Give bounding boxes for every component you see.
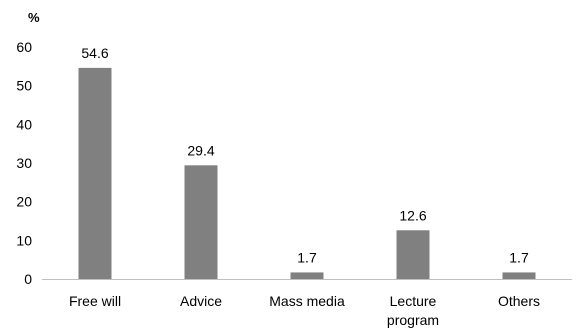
category-labels: Free will Advice Mass media Lecture program O… [69,293,540,328]
data-label: 54.6 [81,45,108,61]
y-axis-ticks: 0 10 20 30 40 50 60 [16,39,32,287]
x-category-label: Mass media [269,293,345,309]
bar [502,272,536,279]
y-tick-label: 10 [16,232,32,248]
x-category-label: Others [498,293,540,309]
bar [184,165,218,279]
data-label: 12.6 [399,207,426,223]
y-unit-label: % [28,10,40,25]
y-tick-label: 50 [16,78,32,94]
x-category-label: Advice [180,293,222,309]
data-label: 1.7 [509,249,529,265]
y-tick-label: 0 [24,271,32,287]
x-category-label: Free will [69,293,121,309]
bar [290,272,324,279]
data-labels: 54.6 29.4 1.7 12.6 1.7 [81,45,529,266]
x-category-label: Lecture [390,293,437,309]
bar [396,230,430,279]
x-category-label: program [387,312,439,328]
bars [78,67,536,279]
y-tick-label: 60 [16,39,32,55]
bar [78,67,112,279]
data-label: 1.7 [297,249,317,265]
y-tick-label: 20 [16,194,32,210]
y-tick-label: 30 [16,155,32,171]
data-label: 29.4 [187,142,214,158]
y-tick-label: 40 [16,116,32,132]
